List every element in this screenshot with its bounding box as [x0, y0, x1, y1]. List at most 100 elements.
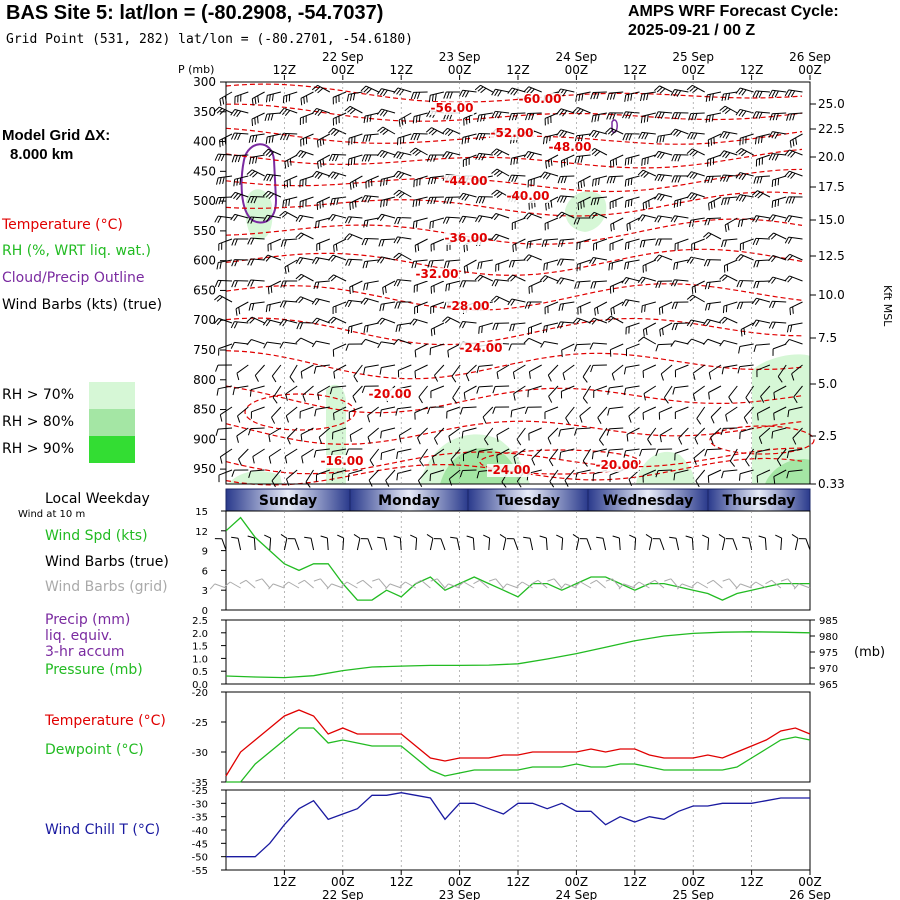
upper-wind-barb-flag [789, 140, 792, 148]
upper-wind-barb-flag [591, 318, 598, 325]
upper-wind-barb [381, 256, 396, 261]
model-grid-label: Model Grid ΔX: 8.000 km [2, 126, 110, 164]
upper-wind-barb [772, 196, 787, 202]
rh-patch-col [326, 384, 346, 484]
upper-wind-barb-flag [366, 282, 369, 290]
upper-wind-barb-flag [561, 350, 563, 358]
upper-wind-barb-flag [722, 174, 727, 182]
upper-wind-barb-flag [481, 325, 483, 334]
upper-wind-barb-flag [492, 323, 496, 331]
upper-wind-barb-flag [475, 153, 480, 160]
surface-wind-barb [456, 538, 461, 551]
surface-wind-barb [415, 537, 418, 551]
upper-wind-barb-flag [661, 328, 664, 336]
upper-wind-barb [659, 406, 673, 414]
upper-wind-barb-flag [523, 254, 530, 261]
upper-wind-barb-flag [314, 109, 320, 116]
upper-wind-barb-flag [299, 322, 304, 330]
upper-wind-barb-flag [399, 89, 405, 96]
upper-wind-barb-flag [249, 389, 252, 397]
surface-wind-barb [648, 538, 653, 551]
upper-wind-barb-flag [349, 108, 356, 115]
upper-wind-barb-flag [576, 217, 581, 225]
upper-wind-barb-flag [596, 92, 600, 100]
upper-wind-barb-flag [745, 397, 751, 404]
upper-wind-barb [332, 153, 347, 156]
wind-panel-tick-label: 6 [202, 566, 208, 577]
upper-wind-barb-flag [344, 300, 349, 307]
upper-wind-barb-flag [738, 109, 744, 117]
upper-wind-barb [760, 385, 771, 397]
surface-wind-barb-grid [214, 583, 227, 589]
upper-wind-barb-flag [433, 154, 437, 162]
time-tick-label: 00Z [681, 875, 705, 889]
upper-wind-barb-flag [247, 237, 252, 245]
upper-wind-barb-flag [284, 161, 287, 169]
upper-wind-barb-flag [426, 110, 431, 118]
upper-wind-barb-flag [477, 262, 480, 270]
upper-wind-barb [251, 406, 265, 413]
upper-wind-barb [739, 172, 754, 177]
upper-wind-barb [544, 406, 559, 413]
forecast-cycle-value: 2025-09-21 / 00 Z [628, 22, 756, 39]
upper-wind-barb [381, 301, 396, 305]
upper-wind-barb [793, 385, 803, 398]
upper-wind-barb-flag [686, 294, 693, 300]
upper-wind-barb-flag [331, 473, 334, 482]
surface-wind-barb [748, 538, 753, 551]
upper-wind-barb-flag [430, 329, 433, 337]
upper-wind-barb-flag [295, 215, 301, 222]
temperature-label-bg [518, 93, 562, 106]
upper-wind-barb-flag [547, 201, 550, 210]
upper-wind-barb-flag [508, 343, 512, 351]
upper-wind-barb-flag [627, 157, 630, 165]
upper-wind-barb [642, 196, 657, 204]
upper-wind-barb-flag [508, 113, 512, 121]
upper-wind-barb-flag [710, 437, 714, 445]
upper-wind-barb [772, 153, 787, 156]
upper-wind-barb [234, 132, 249, 135]
upper-wind-barb [235, 301, 249, 310]
surface-wind-barb-flag [280, 534, 288, 539]
upper-wind-barb-flag [317, 161, 319, 169]
surface-wind-barb-grid-flag [574, 581, 581, 587]
upper-wind-barb-flag [458, 321, 464, 328]
upper-wind-barb-flag [658, 307, 661, 315]
upper-wind-barb [289, 364, 298, 378]
upper-wind-barb [528, 86, 542, 93]
upper-wind-barb [772, 175, 787, 181]
upper-wind-barb-flag [556, 321, 561, 329]
upper-wind-barb [348, 322, 363, 328]
upper-wind-barb-flag [361, 154, 366, 162]
upper-wind-barb-flag [268, 94, 271, 102]
upper-wind-barb-flag [213, 318, 220, 325]
upper-wind-barb-flag [475, 196, 480, 204]
upper-wind-barb [432, 448, 445, 458]
upper-wind-barb [266, 112, 281, 115]
upper-wind-barb [756, 215, 770, 219]
upper-wind-barb [381, 406, 396, 411]
upper-wind-barb [414, 343, 428, 351]
upper-wind-barb-flag [736, 302, 741, 310]
upper-wind-barb-flag [253, 196, 258, 204]
surface-wind-barb-grid-flag [633, 581, 640, 587]
upper-wind-barb-flag [281, 212, 288, 218]
upper-wind-barb [592, 196, 607, 199]
upper-wind-barb-flag [526, 255, 532, 262]
upper-wind-barb-flag [789, 308, 792, 316]
upper-wind-barb-flag [588, 317, 595, 324]
upper-wind-barb [234, 109, 249, 114]
upper-wind-barb [593, 317, 608, 324]
surface-wind-barb [326, 537, 329, 551]
upper-wind-barb-flag [289, 158, 292, 166]
upper-wind-barb-flag [442, 151, 448, 158]
surface-wind-barb-grid [638, 581, 650, 589]
upper-wind-barb-flag [300, 371, 303, 379]
upper-wind-barb-flag [559, 321, 564, 329]
upper-wind-barb-flag [442, 127, 448, 134]
upper-wind-barb-flag [758, 112, 763, 119]
upper-wind-barb [496, 364, 510, 373]
upper-wind-barb-flag [622, 111, 627, 119]
upper-wind-barb-flag [271, 375, 277, 383]
upper-wind-barb [511, 322, 526, 325]
